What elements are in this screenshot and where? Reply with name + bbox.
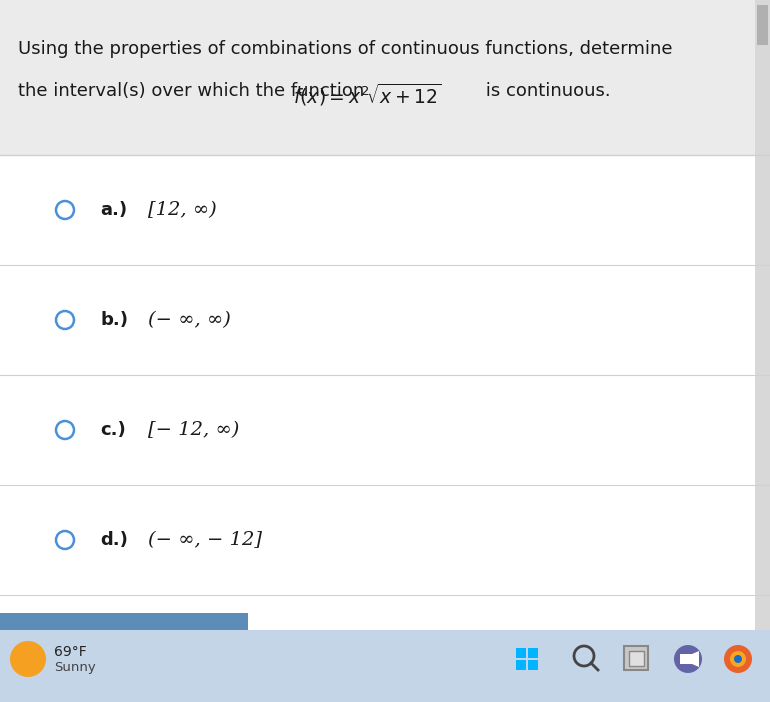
Text: Using the properties of combinations of continuous functions, determine: Using the properties of combinations of … (18, 40, 672, 58)
Circle shape (734, 655, 742, 663)
FancyBboxPatch shape (629, 651, 644, 666)
Polygon shape (692, 651, 699, 667)
Bar (528, 660, 538, 670)
Bar (755, 0, 770, 630)
Bar (0, 0, 770, 155)
Bar (528, 648, 538, 658)
Bar (516, 648, 526, 658)
FancyBboxPatch shape (624, 646, 648, 670)
Bar (757, 5, 768, 45)
Text: a.): a.) (100, 201, 127, 219)
Text: c.): c.) (100, 421, 126, 439)
Bar (680, 654, 692, 664)
Text: d.): d.) (100, 531, 128, 549)
Circle shape (730, 651, 746, 667)
Text: (− ∞, ∞): (− ∞, ∞) (148, 311, 231, 329)
Text: b.): b.) (100, 311, 128, 329)
Text: [12, ∞): [12, ∞) (148, 201, 216, 219)
Bar (0, 155, 755, 630)
Text: is continuous.: is continuous. (480, 82, 611, 100)
Bar (516, 660, 526, 670)
Text: 69°F: 69°F (54, 645, 87, 659)
Circle shape (10, 641, 46, 677)
Text: the interval(s) over which the function: the interval(s) over which the function (18, 82, 370, 100)
Bar (0, 613, 248, 630)
Circle shape (724, 645, 752, 673)
Circle shape (674, 645, 702, 673)
Text: (− ∞, − 12]: (− ∞, − 12] (148, 531, 262, 549)
Bar (0, 630, 770, 702)
Text: $f(x)=x^2\!\sqrt{x+12}$: $f(x)=x^2\!\sqrt{x+12}$ (293, 82, 442, 108)
Text: Sunny: Sunny (54, 661, 95, 674)
Text: [− 12, ∞): [− 12, ∞) (148, 421, 239, 439)
